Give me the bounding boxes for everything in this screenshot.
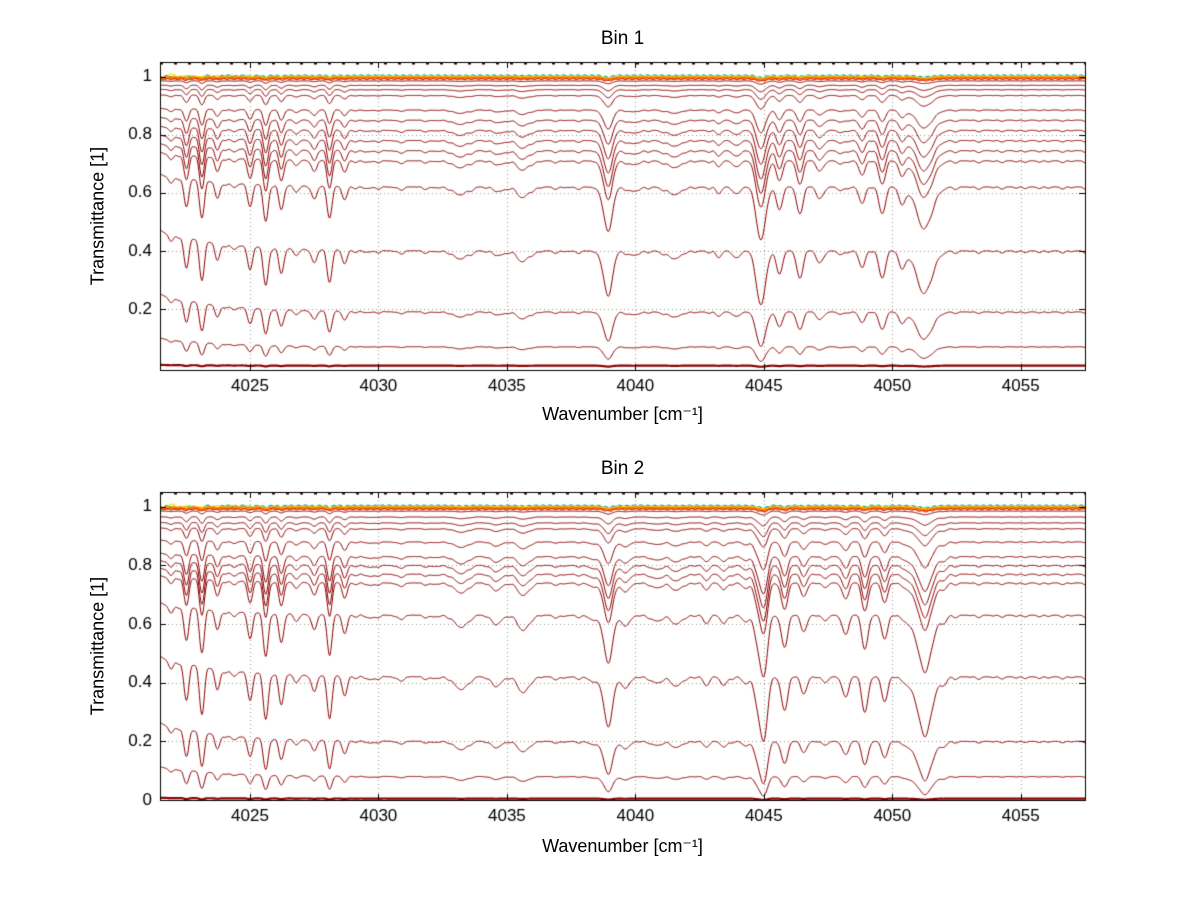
- bin2-ylabel: Transmittance [1]: [87, 576, 108, 716]
- bin2-xlabel: Wavenumber [cm⁻¹]: [542, 836, 703, 856]
- bin2-title: Bin 2: [600, 458, 645, 479]
- bin1-ylabel: Transmittance [1]: [87, 146, 108, 286]
- bin1-title: Bin 1: [600, 28, 645, 49]
- bin1-xlabel: Wavenumber [cm⁻¹]: [542, 404, 703, 424]
